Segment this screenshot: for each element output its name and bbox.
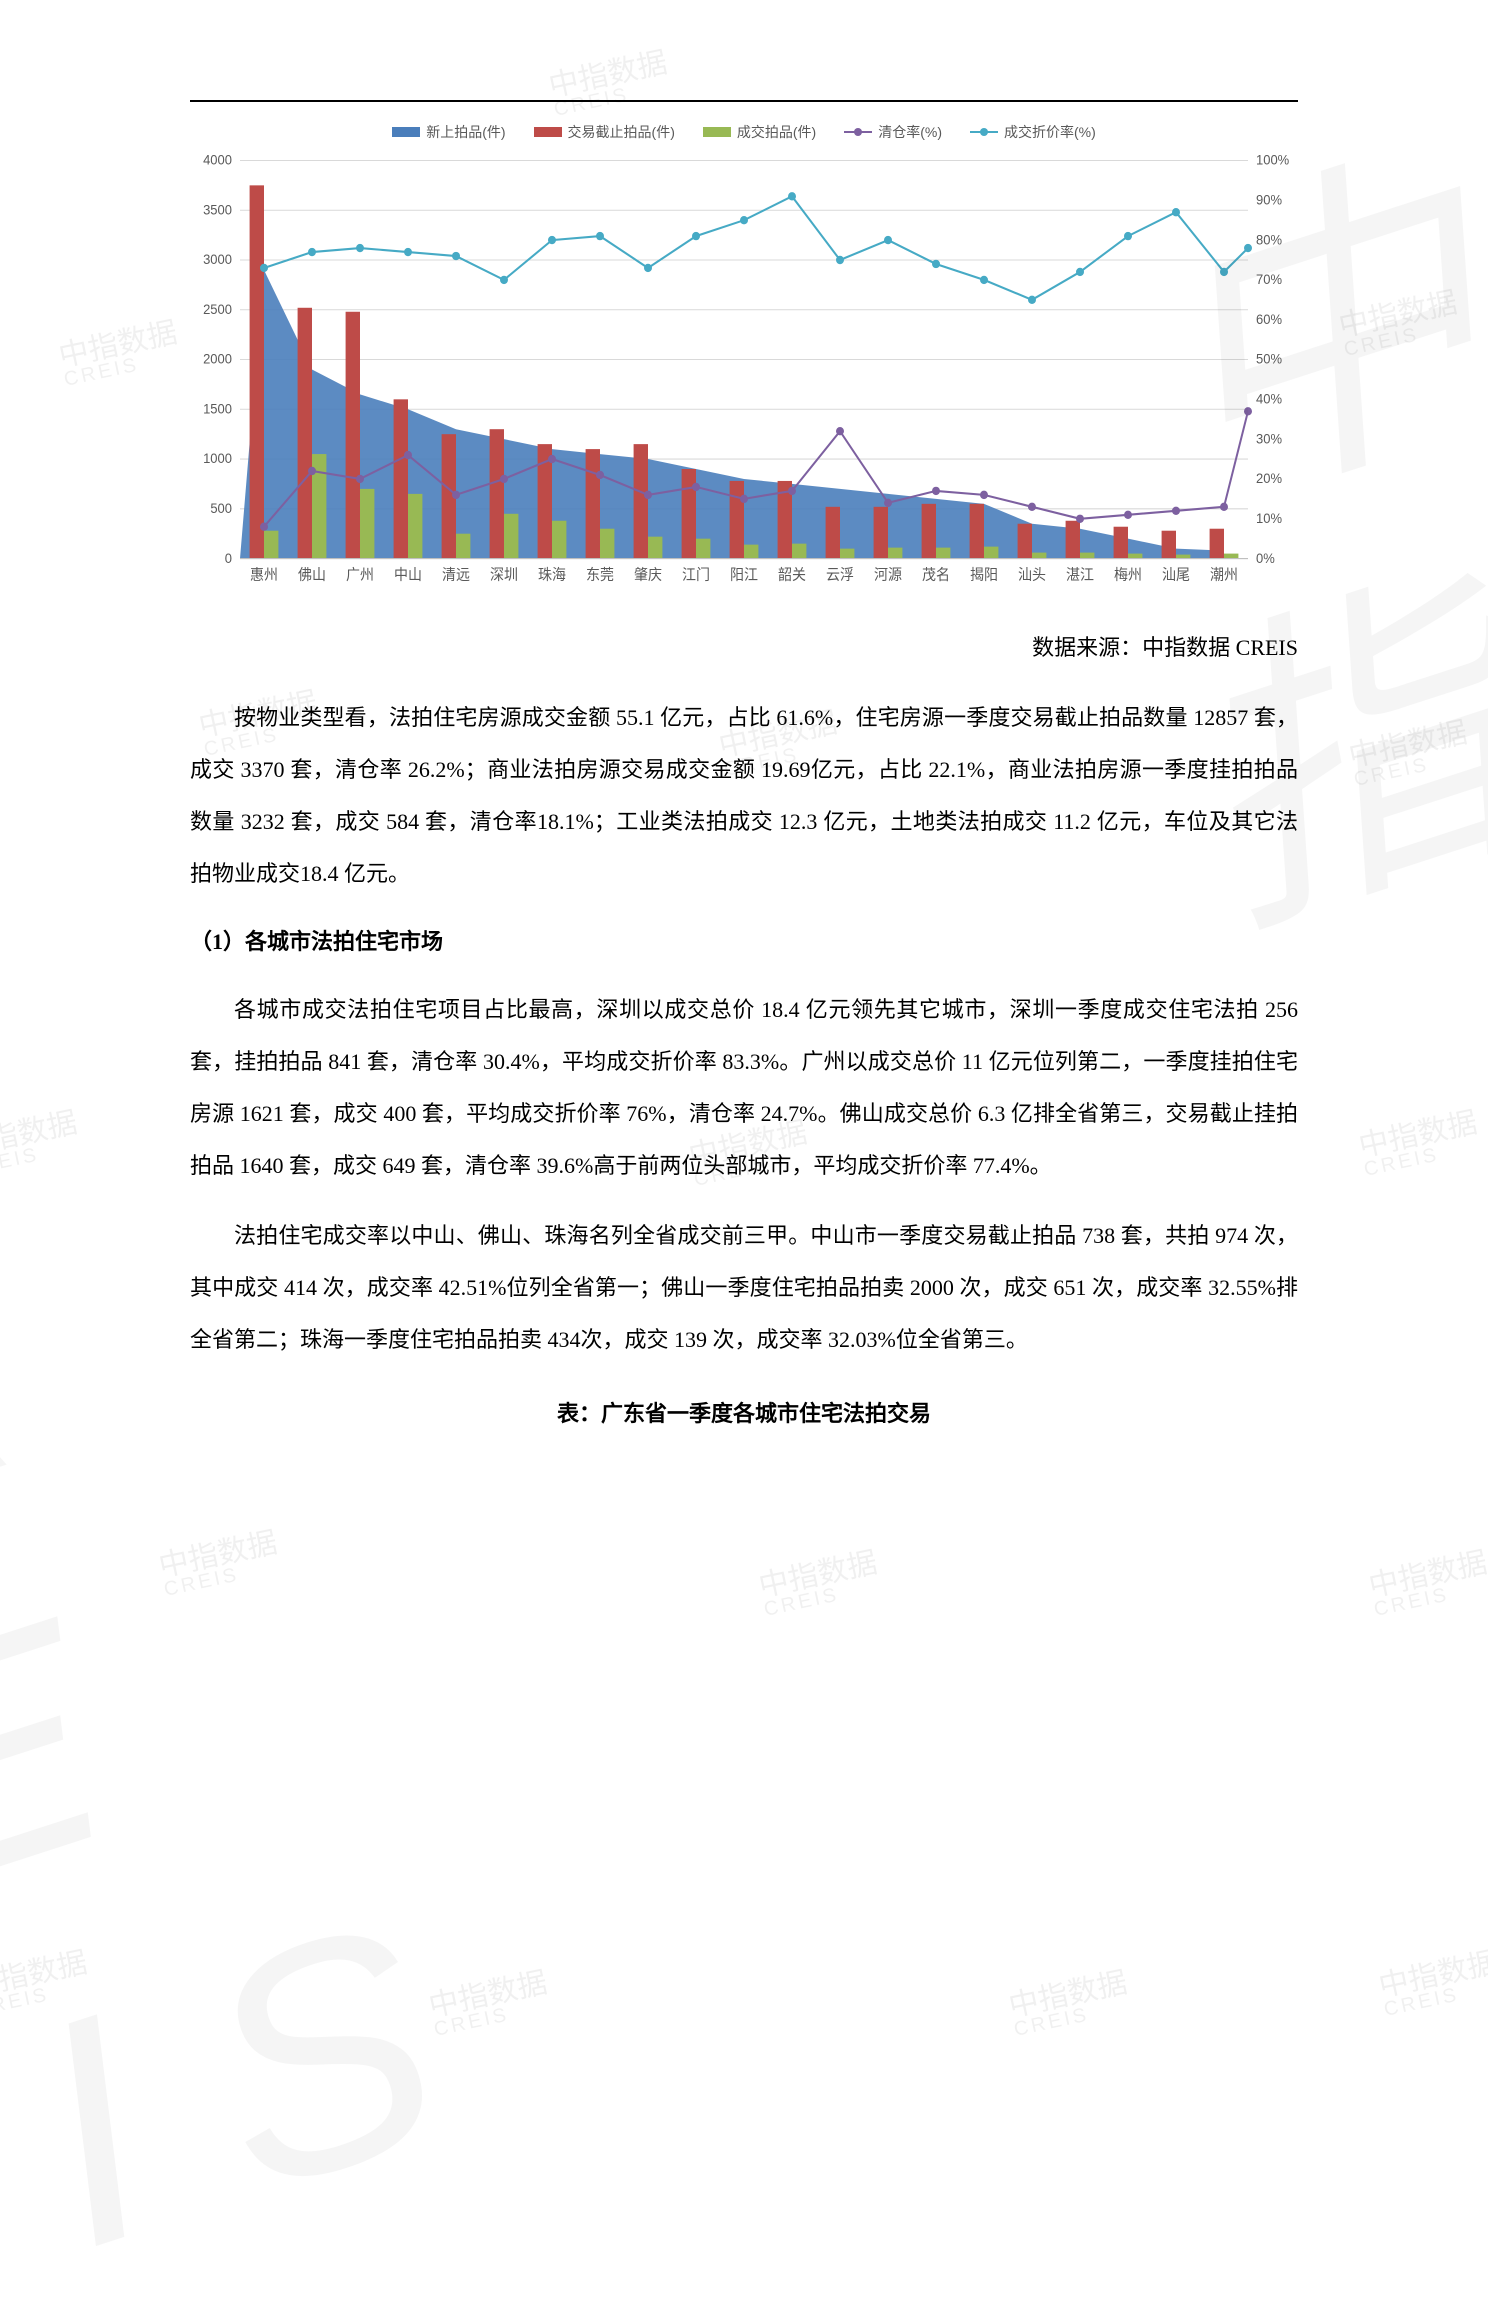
watermark: 中指数据CREIS xyxy=(1006,1968,1133,2040)
svg-text:90%: 90% xyxy=(1256,192,1282,207)
svg-text:清远: 清远 xyxy=(442,566,470,583)
watermark: 中指数据CREIS xyxy=(1366,1548,1488,1620)
svg-text:10%: 10% xyxy=(1256,511,1282,526)
svg-text:1000: 1000 xyxy=(203,451,232,466)
svg-text:2000: 2000 xyxy=(203,351,232,366)
svg-text:500: 500 xyxy=(210,501,232,516)
section-heading: （1）各城市法拍住宅市场 xyxy=(190,924,1298,956)
svg-text:60%: 60% xyxy=(1256,312,1282,327)
body-paragraph-3: 法拍住宅成交率以中山、佛山、珠海名列全省成交前三甲。中山市一季度交易截止拍品 7… xyxy=(190,1210,1298,1366)
legend-item: 成交拍品(件) xyxy=(703,122,816,142)
svg-text:4000: 4000 xyxy=(203,152,232,167)
svg-text:80%: 80% xyxy=(1256,232,1282,247)
svg-text:潮州: 潮州 xyxy=(1210,566,1238,583)
svg-text:3500: 3500 xyxy=(203,202,232,217)
body-paragraph-1: 按物业类型看，法拍住宅房源成交金额 55.1 亿元，占比 61.6%，住宅房源一… xyxy=(190,692,1298,900)
svg-text:汕头: 汕头 xyxy=(1018,566,1046,583)
legend-item: 成交折价率(%) xyxy=(970,122,1096,142)
svg-text:30%: 30% xyxy=(1256,431,1282,446)
svg-text:70%: 70% xyxy=(1256,272,1282,287)
svg-text:江门: 江门 xyxy=(682,566,710,583)
chart-plot: 0 500 1000 1500 2000 2500 3000 3500 4000 0% 10% 20%… xyxy=(190,150,1298,590)
svg-text:茂名: 茂名 xyxy=(922,566,950,583)
legend-item: 清仓率(%) xyxy=(844,122,942,142)
svg-text:1500: 1500 xyxy=(203,401,232,416)
svg-text:阳江: 阳江 xyxy=(730,566,758,583)
svg-text:20%: 20% xyxy=(1256,471,1282,486)
svg-text:珠海: 珠海 xyxy=(538,566,566,583)
svg-text:0%: 0% xyxy=(1256,550,1275,565)
top-rule xyxy=(190,100,1298,102)
svg-text:2500: 2500 xyxy=(203,302,232,317)
legend-item: 交易截止拍品(件) xyxy=(534,122,675,142)
svg-text:河源: 河源 xyxy=(874,566,902,583)
svg-text:广州: 广州 xyxy=(346,566,374,583)
svg-text:佛山: 佛山 xyxy=(298,566,326,583)
legend-item: 新上拍品(件) xyxy=(392,122,505,142)
svg-text:湛江: 湛江 xyxy=(1066,566,1094,583)
body-paragraph-2: 各城市成交法拍住宅项目占比最高，深圳以成交总价 18.4 亿元领先其它城市，深圳… xyxy=(190,984,1298,1192)
svg-text:肇庆: 肇庆 xyxy=(634,566,662,583)
svg-text:揭阳: 揭阳 xyxy=(970,566,998,583)
combo-chart: 新上拍品(件) 交易截止拍品(件) 成交拍品(件) 清仓率(%) 成交折价率(%) 0 5… xyxy=(190,112,1298,590)
svg-text:韶关: 韶关 xyxy=(778,566,806,583)
svg-text:云浮: 云浮 xyxy=(826,566,854,583)
svg-text:东莞: 东莞 xyxy=(586,566,614,583)
svg-text:100%: 100% xyxy=(1256,152,1289,167)
watermark: 中指数据CREIS xyxy=(0,1948,94,2020)
watermark: 中指数据CREIS xyxy=(756,1548,883,1620)
svg-text:3000: 3000 xyxy=(203,252,232,267)
svg-text:惠州: 惠州 xyxy=(250,566,278,583)
svg-text:汕尾: 汕尾 xyxy=(1162,566,1190,583)
chart-source: 数据来源：中指数据 CREIS xyxy=(190,630,1298,662)
watermark: 中指数据CREIS xyxy=(156,1528,283,1600)
svg-text:梅州: 梅州 xyxy=(1114,566,1142,583)
table-caption: 表：广东省一季度各城市住宅法拍交易 xyxy=(190,1396,1298,1428)
svg-text:中山: 中山 xyxy=(394,566,422,583)
watermark-large: E xyxy=(0,1546,145,1962)
svg-text:深圳: 深圳 xyxy=(490,566,518,583)
chart-legend: 新上拍品(件) 交易截止拍品(件) 成交拍品(件) 清仓率(%) 成交折价率(%) xyxy=(190,112,1298,150)
watermark: 中指数据CREIS xyxy=(1376,1948,1488,2020)
watermark-large: I S xyxy=(0,1849,479,2319)
svg-text:0: 0 xyxy=(225,550,232,565)
watermark: 中指数据CREIS xyxy=(426,1968,553,2040)
svg-text:50%: 50% xyxy=(1256,351,1282,366)
svg-text:40%: 40% xyxy=(1256,391,1282,406)
